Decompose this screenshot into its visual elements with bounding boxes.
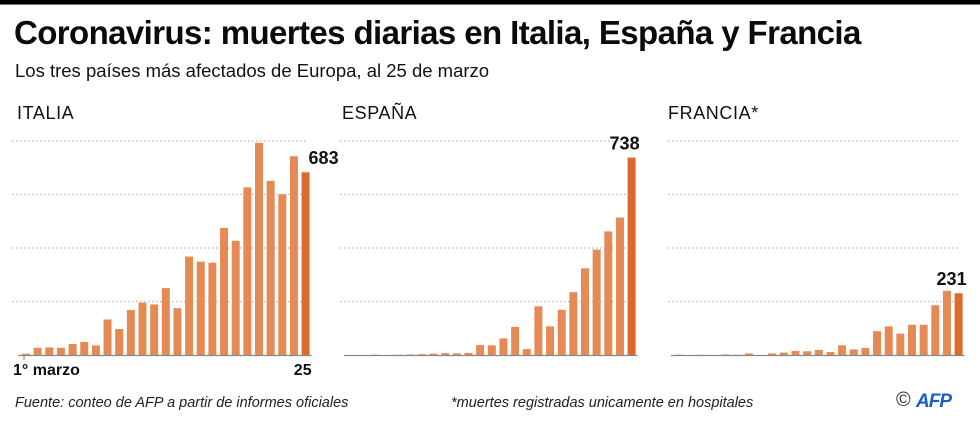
bar <box>429 353 438 355</box>
chart-panel-espana: 738 <box>340 134 640 357</box>
bar <box>208 262 217 355</box>
bar <box>22 353 30 355</box>
bar <box>150 304 159 355</box>
data-label-last-value: 231 <box>937 269 967 289</box>
copyright-icon: © <box>896 389 911 411</box>
bar <box>452 353 461 355</box>
top-border <box>0 0 980 4</box>
bar <box>908 324 916 355</box>
bar <box>592 249 601 355</box>
top-border-rule <box>0 4 980 5</box>
chart-subtitle: Los tres países más afectados de Europa,… <box>15 60 490 81</box>
bar <box>417 354 426 355</box>
bar <box>441 353 450 355</box>
bar <box>255 142 263 355</box>
bar <box>779 352 788 355</box>
bar <box>744 353 753 355</box>
bar <box>231 240 240 355</box>
bar <box>873 331 882 355</box>
bar <box>161 288 170 355</box>
bar <box>861 348 870 355</box>
bar <box>522 349 531 355</box>
x-tick-label-start: 1° marzo <box>13 362 80 379</box>
bar <box>627 157 636 355</box>
bar <box>487 345 496 355</box>
bar <box>196 261 205 355</box>
bar <box>604 231 613 355</box>
bar <box>45 347 54 355</box>
bar <box>768 353 777 355</box>
bar <box>289 156 298 355</box>
bar <box>185 256 194 355</box>
bar <box>849 349 858 355</box>
bar <box>173 308 182 355</box>
bar <box>931 305 940 355</box>
source-note: Fuente: conteo de AFP a partir de inform… <box>15 395 349 411</box>
bar <box>942 290 951 355</box>
bar <box>278 194 287 355</box>
bar <box>220 227 229 355</box>
x-tick-label-end: 25 <box>294 362 312 379</box>
bar <box>954 293 963 355</box>
bar <box>896 333 905 355</box>
bar <box>511 326 520 355</box>
bar <box>56 347 65 355</box>
chart-title: Coronavirus: muertes diarias en Italia, … <box>14 14 861 51</box>
bar <box>406 354 415 355</box>
footnote: *muertes registradas unicamente en hospi… <box>451 395 754 411</box>
bar <box>546 326 555 355</box>
bar <box>791 350 800 355</box>
bar <box>301 172 310 355</box>
bar <box>721 354 730 355</box>
bar <box>68 344 77 355</box>
bar <box>266 180 275 355</box>
chart-panel-francia: 231 <box>668 140 967 357</box>
bar <box>115 329 124 355</box>
afp-logo: AFP <box>916 391 952 412</box>
bar <box>138 302 147 355</box>
bar <box>103 319 112 355</box>
panel-title-italia: ITALIA <box>17 103 75 123</box>
bar <box>615 217 624 355</box>
chart-panel-italia: 683 1° marzo 25 <box>12 140 339 379</box>
panel-title-espana: ESPAÑA <box>342 103 418 123</box>
bar <box>126 310 135 355</box>
bar <box>80 341 89 355</box>
bar <box>581 268 589 355</box>
bar <box>826 352 835 355</box>
bar <box>919 324 928 355</box>
bar <box>814 349 823 355</box>
bar <box>476 345 485 355</box>
bar <box>464 352 473 355</box>
bar <box>33 347 42 355</box>
bar <box>803 351 812 355</box>
bar <box>243 187 252 355</box>
data-label-last-value: 738 <box>610 134 640 154</box>
panel-title-francia: FRANCIA* <box>668 103 759 123</box>
bar <box>557 309 566 355</box>
bar <box>499 338 508 355</box>
bar <box>838 345 847 355</box>
bar <box>884 326 893 355</box>
bar <box>91 345 100 355</box>
bar <box>534 306 543 355</box>
bar <box>569 292 578 355</box>
data-label-last-value: 683 <box>309 148 339 168</box>
